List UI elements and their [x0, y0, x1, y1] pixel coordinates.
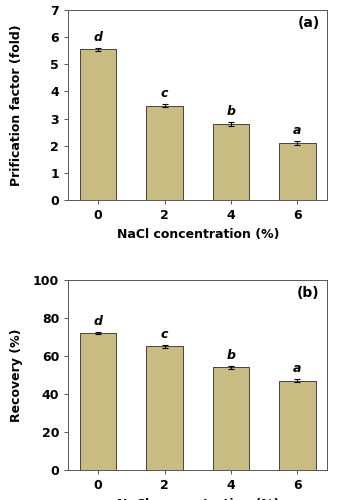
X-axis label: NaCl concentration (%): NaCl concentration (%) [117, 498, 279, 500]
Bar [146, 346, 183, 470]
Text: d: d [94, 314, 103, 328]
Text: b: b [226, 105, 236, 118]
Bar [80, 333, 117, 470]
Text: d: d [94, 31, 103, 44]
Text: a: a [293, 124, 301, 137]
Text: (a): (a) [297, 16, 320, 30]
Text: a: a [293, 362, 301, 375]
Y-axis label: Prification factor (fold): Prification factor (fold) [10, 24, 23, 186]
Text: c: c [161, 87, 168, 100]
Bar [80, 50, 117, 200]
Bar [279, 380, 315, 470]
X-axis label: NaCl concentration (%): NaCl concentration (%) [117, 228, 279, 240]
Text: c: c [161, 328, 168, 340]
Bar [279, 143, 315, 200]
Bar [213, 124, 249, 200]
Bar [213, 368, 249, 470]
Y-axis label: Recovery (%): Recovery (%) [10, 328, 23, 422]
Bar [146, 106, 183, 200]
Text: (b): (b) [297, 286, 320, 300]
Text: b: b [226, 348, 236, 362]
